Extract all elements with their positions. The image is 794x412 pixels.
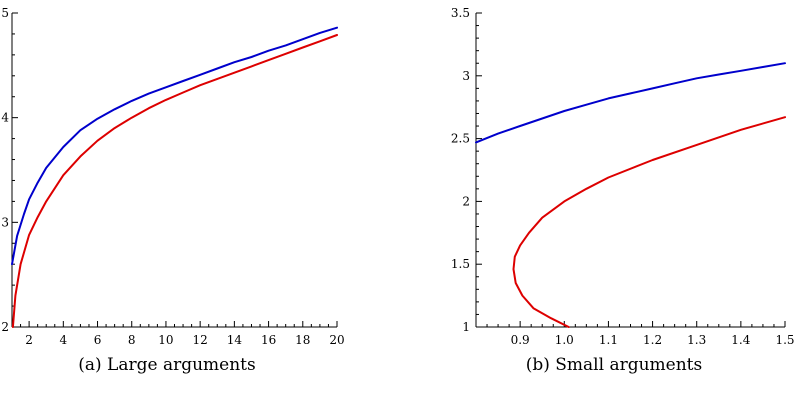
y-tick-label: 4 <box>1 111 9 125</box>
x-tick-label: 14 <box>227 333 243 347</box>
y-tick-label: 1.5 <box>451 257 470 271</box>
x-tick-label: 0.9 <box>511 333 530 347</box>
y-tick-label: 2 <box>462 194 470 208</box>
chart-panel-small-arguments: 0.9 1.0 1.1 1.2 1.3 1.4 1.5 1 1.5 2 2.5 3 3.5 <box>451 6 794 347</box>
y-tick-label: 2 <box>1 320 9 334</box>
x-tick-label: 1.3 <box>687 333 706 347</box>
x-tick-label: 8 <box>128 333 136 347</box>
y-tick-label: 5 <box>1 6 9 20</box>
x-tick-label: 6 <box>94 333 102 347</box>
chart-panel-large-arguments: 2 4 6 8 10 12 14 16 18 20 2 3 4 5 <box>1 6 344 347</box>
x-tick-label: 1.2 <box>643 333 662 347</box>
y-tick-label: 3.5 <box>451 6 470 20</box>
blue-series-line <box>11 26 338 266</box>
blue-series-line <box>475 62 786 144</box>
x-tick-label: 16 <box>261 333 276 347</box>
y-tick-label: 3 <box>1 215 9 229</box>
caption-large-arguments: (a) Large arguments <box>78 355 255 375</box>
red-series-line <box>512 116 786 328</box>
y-tick-label: 1 <box>462 320 470 334</box>
x-tick-label: 1.4 <box>731 333 750 347</box>
x-tick-label: 1.5 <box>775 333 794 347</box>
x-tick-label: 4 <box>59 333 67 347</box>
x-tick-label: 1.0 <box>555 333 574 347</box>
x-tick-label: 12 <box>193 333 208 347</box>
x-tick-label: 2 <box>25 333 33 347</box>
caption-small-arguments: (b) Small arguments <box>526 355 703 375</box>
x-tick-label: 18 <box>295 333 310 347</box>
y-tick-label: 3 <box>462 69 470 83</box>
x-tick-label: 10 <box>158 333 173 347</box>
y-tick-label: 2.5 <box>451 132 470 146</box>
x-tick-label: 1.1 <box>599 333 618 347</box>
x-tick-label: 20 <box>329 333 344 347</box>
red-series-line <box>11 34 338 328</box>
